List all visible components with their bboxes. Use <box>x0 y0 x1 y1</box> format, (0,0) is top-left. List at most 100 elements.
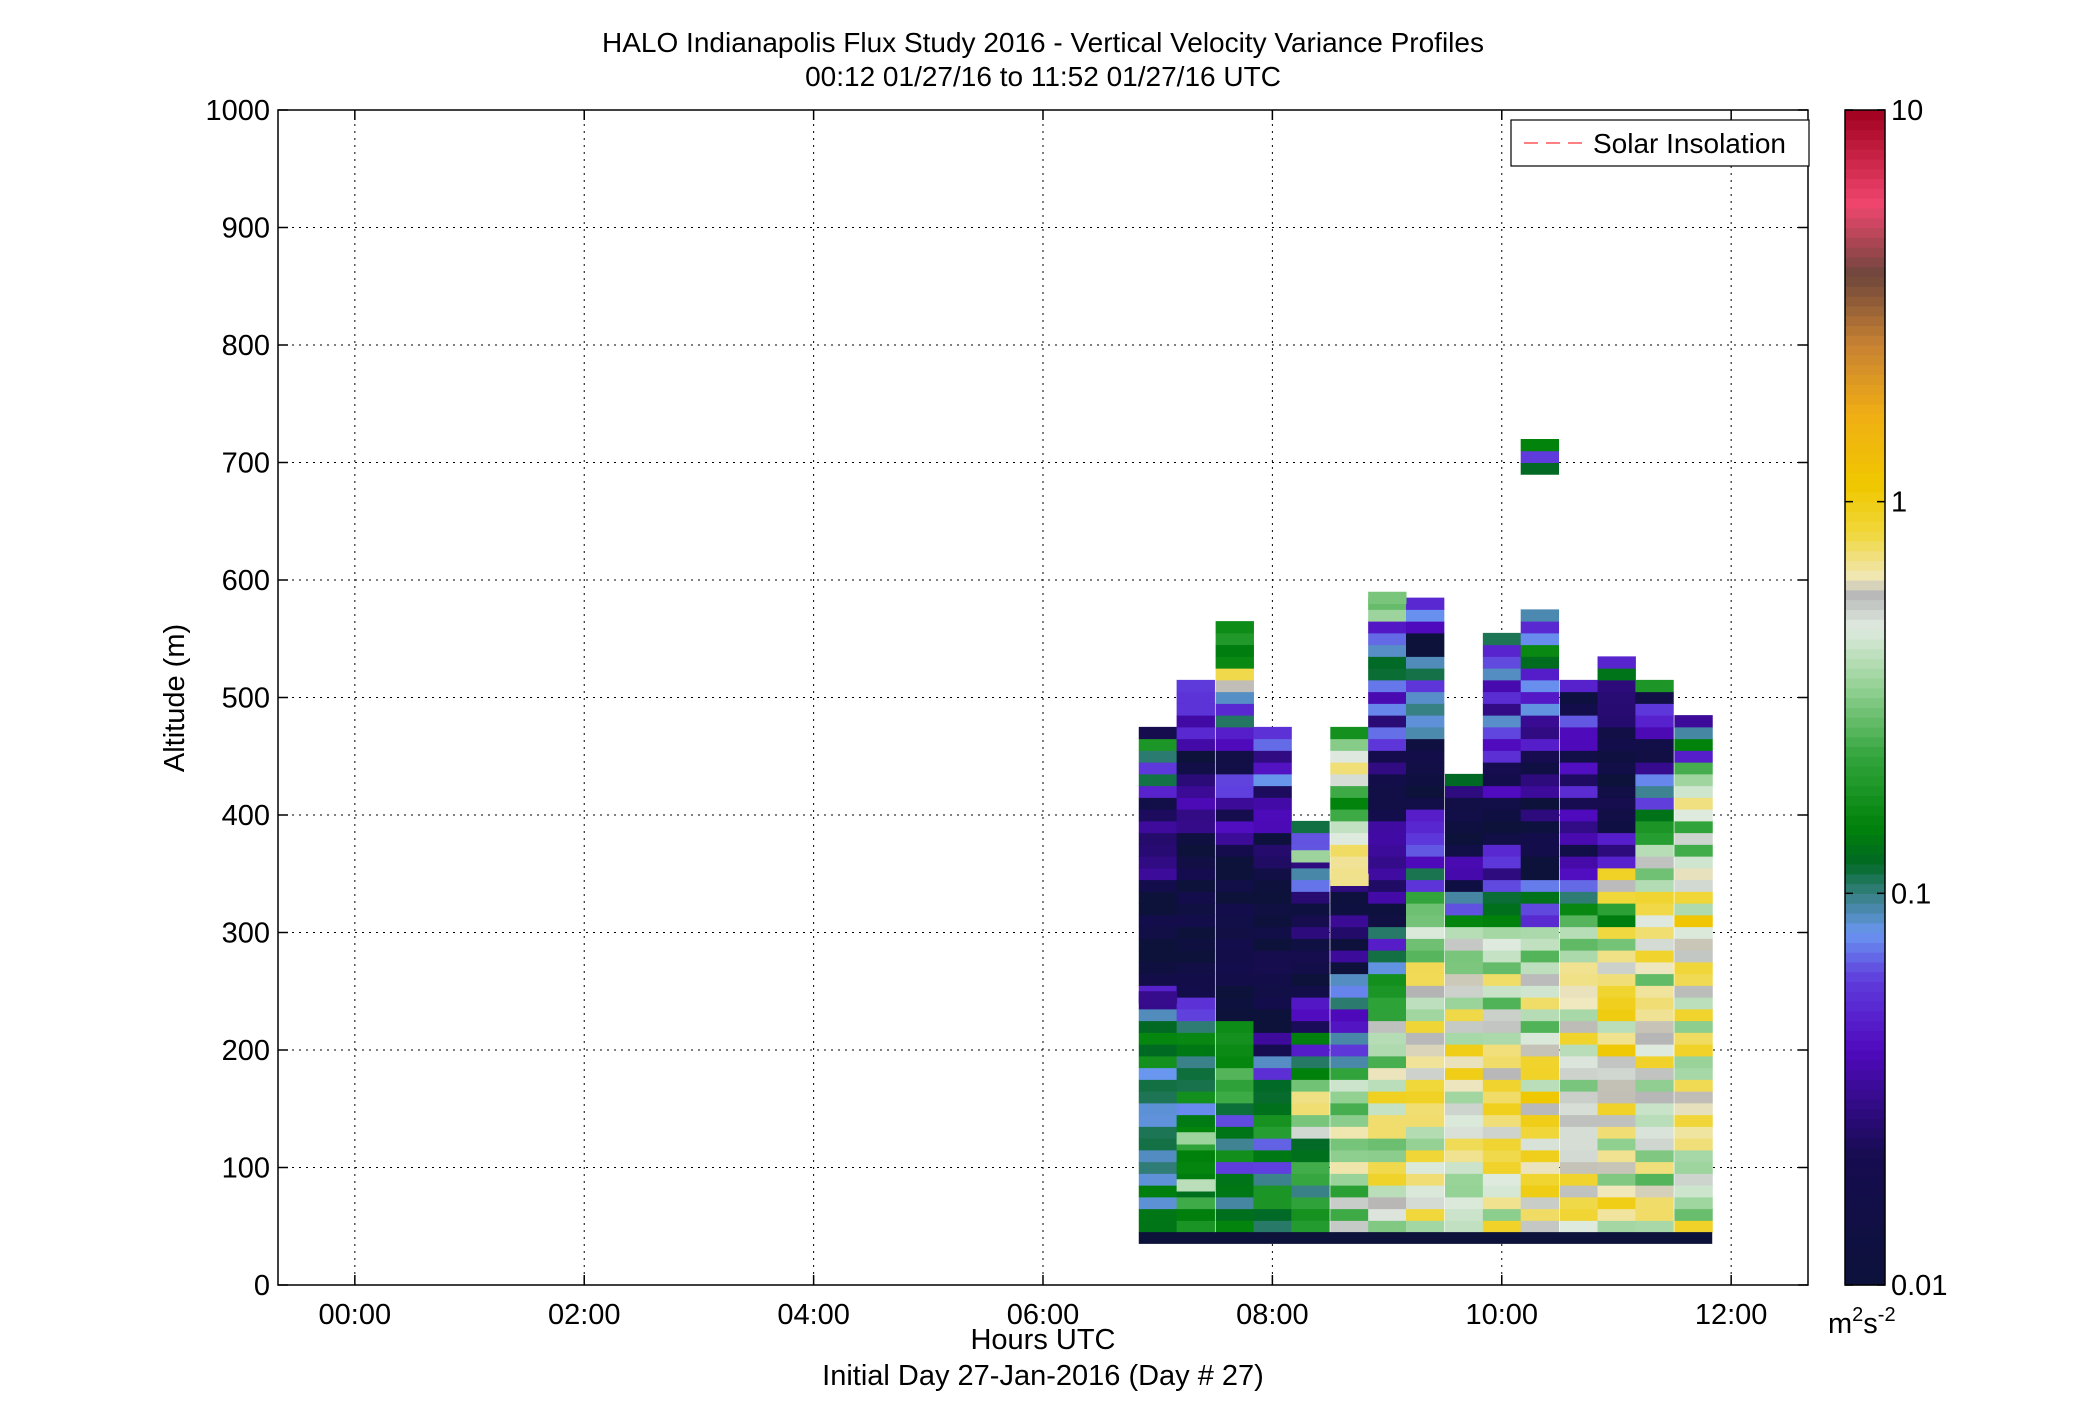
heatmap-cell <box>1635 809 1674 822</box>
heatmap-cell <box>1330 750 1369 763</box>
heatmap-cell <box>1597 785 1636 798</box>
heatmap-cell <box>1674 1091 1713 1104</box>
heatmap-cell <box>1368 679 1407 693</box>
heatmap-cell <box>1253 867 1292 881</box>
heatmap-cell <box>1559 1220 1599 1233</box>
heatmap-cell <box>1138 938 1178 951</box>
heatmap-cell <box>1138 856 1178 869</box>
heatmap-cell <box>1520 750 1560 763</box>
heatmap-cell <box>1368 762 1407 775</box>
heatmap-cell <box>1291 1185 1330 1198</box>
heatmap-cell <box>1368 773 1407 787</box>
heatmap-cell <box>1482 985 1522 998</box>
heatmap-cell <box>1520 785 1560 798</box>
heatmap-cell <box>1406 644 1445 657</box>
heatmap-cell <box>1215 1102 1254 1116</box>
heatmap-cell <box>1444 1032 1484 1045</box>
heatmap-cell <box>1597 668 1636 681</box>
heatmap-cell <box>1138 1138 1178 1151</box>
heatmap-cell <box>1444 832 1484 845</box>
heatmap-cell <box>1368 668 1407 681</box>
heatmap-cell <box>1368 832 1407 845</box>
colorbar-segment <box>1845 482 1885 493</box>
heatmap-cell <box>1330 926 1369 939</box>
colorbar-segment <box>1845 981 1885 992</box>
heatmap-cell <box>1176 914 1215 928</box>
heatmap-cell <box>1520 1055 1560 1069</box>
heatmap-cell <box>1559 867 1599 881</box>
colorbar-segment <box>1845 501 1885 513</box>
heatmap-cell <box>1597 703 1636 716</box>
heatmap-cell <box>1253 1138 1292 1151</box>
heatmap-cell <box>1176 926 1215 939</box>
colorbar-segment <box>1845 599 1885 610</box>
heatmap-cell <box>1215 1208 1254 1221</box>
heatmap-cell <box>1635 1008 1674 1022</box>
colorbar-segment <box>1845 237 1885 248</box>
heatmap-cell <box>1444 938 1484 951</box>
y-tick-label: 600 <box>222 565 270 597</box>
heatmap-cell <box>1674 926 1713 939</box>
heatmap-cell <box>1330 973 1369 986</box>
heatmap-cell <box>1482 726 1522 740</box>
heatmap-cell <box>1406 891 1445 904</box>
heatmap-cell <box>1368 914 1407 928</box>
heatmap-cell <box>1330 762 1369 775</box>
heatmap-cell <box>1482 961 1522 975</box>
heatmap-cell <box>1482 1008 1522 1022</box>
heatmap-cell <box>1674 1208 1713 1221</box>
heatmap-cell <box>1176 867 1215 881</box>
heatmap-cell <box>1138 785 1178 798</box>
heatmap-cell <box>1635 1161 1674 1174</box>
heatmap-cell <box>1482 1173 1522 1186</box>
heatmap-cell <box>1253 1079 1292 1092</box>
heatmap-cell <box>1253 844 1292 857</box>
heatmap-cell <box>1406 844 1445 857</box>
heatmap-cell <box>1520 1173 1560 1186</box>
heatmap-cell <box>1444 1114 1484 1127</box>
colorbar-segment <box>1845 1157 1885 1169</box>
heatmap-cell <box>1444 950 1484 963</box>
heatmap-cell <box>1406 715 1445 728</box>
colorbar-segment <box>1845 1079 1885 1090</box>
heatmap-cell <box>1138 973 1178 986</box>
heatmap-cell <box>1176 856 1215 869</box>
colorbar-segment <box>1845 491 1885 503</box>
heatmap-cell <box>1368 1032 1407 1045</box>
heatmap-cell <box>1674 1067 1713 1080</box>
heatmap-cell <box>1482 903 1522 916</box>
heatmap-cell <box>1674 1173 1713 1186</box>
colorbar-segment <box>1845 472 1885 483</box>
heatmap-cell <box>1215 1055 1254 1069</box>
colorbar-segment <box>1845 433 1885 444</box>
heatmap-cell <box>1291 1079 1330 1092</box>
heatmap-cell <box>1635 1173 1674 1186</box>
heatmap-cell <box>1520 668 1560 681</box>
heatmap-cell <box>1559 750 1599 763</box>
colorbar-segment <box>1845 668 1885 679</box>
colorbar-unit: m2s-2 <box>1828 1304 1896 1340</box>
heatmap-cell <box>1253 914 1292 928</box>
heatmap-cell <box>1176 1196 1215 1210</box>
colorbar-tick-label: 1 <box>1891 487 1907 519</box>
heatmap-cell <box>1520 1196 1560 1210</box>
heatmap-cell <box>1176 832 1215 845</box>
heatmap-cell <box>1368 1102 1407 1116</box>
heatmap-cell <box>1406 1102 1445 1116</box>
heatmap-cell <box>1482 703 1522 716</box>
heatmap-cell <box>1253 1220 1292 1233</box>
heatmap-cell <box>1674 1161 1713 1174</box>
heatmap-cell <box>1635 773 1674 787</box>
colorbar-segment <box>1845 247 1885 258</box>
heatmap-cell <box>1482 1208 1522 1221</box>
heatmap-cell <box>1291 1032 1330 1045</box>
heatmap-cell <box>1176 1220 1215 1233</box>
colorbar-segment <box>1845 815 1885 826</box>
heatmap-cell <box>1330 961 1369 975</box>
heatmap-cell <box>1291 926 1330 939</box>
colorbar-segment <box>1845 531 1885 542</box>
heatmap-cell <box>1597 867 1636 881</box>
colorbar-segment <box>1845 1128 1885 1139</box>
heatmap-cell <box>1330 1196 1369 1210</box>
heatmap-cell <box>1176 809 1215 822</box>
